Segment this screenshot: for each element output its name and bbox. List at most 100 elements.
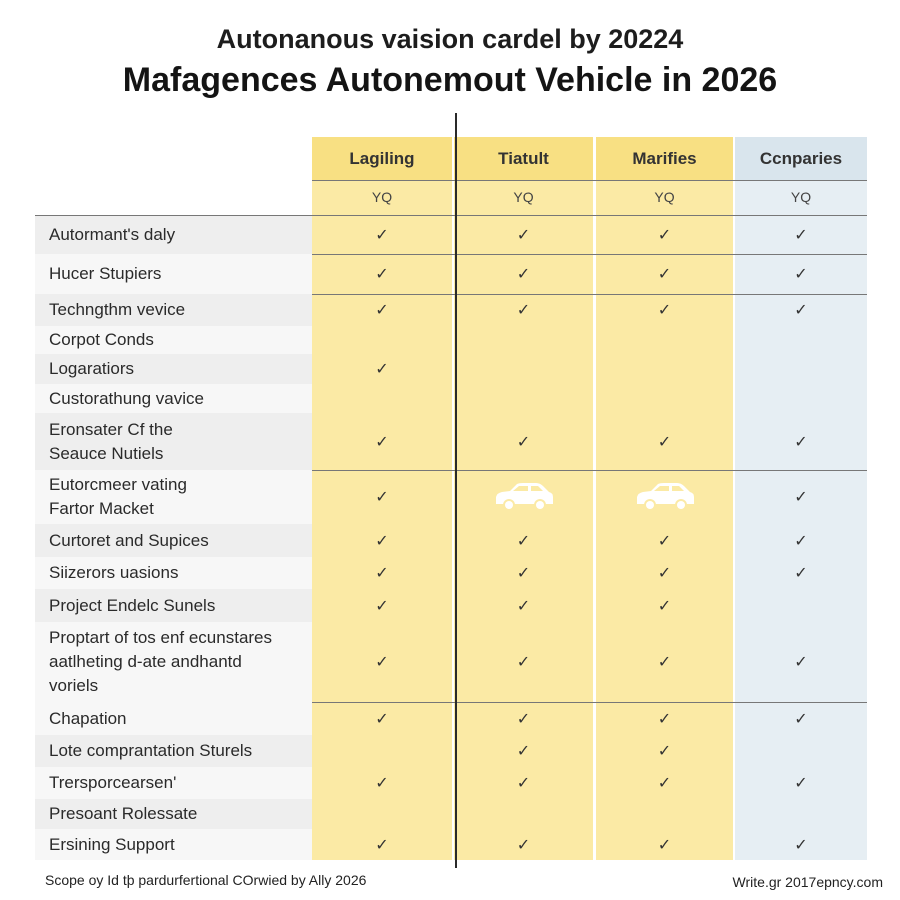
header-separator	[312, 180, 867, 181]
table-row: Lote comprantation Sturels ✓ ✓	[35, 735, 867, 767]
row-label: Trersporcearsen'	[35, 767, 312, 799]
check-icon: ✓	[375, 532, 389, 550]
column-subheader-3: YQ	[654, 189, 675, 205]
header-band-1	[312, 137, 452, 180]
table-cell	[735, 354, 867, 384]
row-label: Logaratiors	[35, 354, 312, 384]
row-label-line: Eutorcmeer vating	[49, 475, 187, 494]
row-label-line: Curtoret and Supices	[49, 530, 209, 550]
row-label-line: Fartor Macket	[49, 499, 154, 518]
table-cell: ✓	[454, 767, 593, 799]
table-cell: ✓	[735, 216, 867, 254]
table-cell: ✓	[735, 524, 867, 557]
check-icon: ✓	[657, 836, 672, 854]
table-row: Hucer Stupiers ✓ ✓ ✓ ✓	[35, 254, 867, 294]
header-band-2	[454, 137, 593, 180]
table-cell: ✓	[312, 557, 452, 589]
table-cell: ✓	[735, 254, 867, 294]
table-cell	[454, 326, 593, 354]
table-row: Corpot Conds	[35, 326, 867, 354]
row-label: Presoant Rolessate	[35, 799, 312, 829]
row-label-line: Project Endelc Sunels	[49, 595, 216, 615]
check-icon: ✓	[657, 266, 672, 283]
table-row: Eronsater Cf the Seauce Nutiels ✓ ✓ ✓ ✓	[35, 413, 867, 470]
row-label-line: Techngthm vevice	[49, 300, 186, 319]
row-label: Project Endelc Sunels	[35, 589, 312, 622]
table-cell: ✓	[312, 470, 452, 524]
table-cell: ✓	[735, 294, 867, 326]
footer-note: Scope oy Id tþ pardurfertional COrwied b…	[45, 872, 367, 888]
check-icon: ✓	[657, 710, 672, 728]
table-cell	[596, 326, 733, 354]
check-icon: ✓	[516, 743, 531, 760]
row-label-line: Logaratiors	[49, 359, 135, 378]
table-cell: ✓	[596, 216, 733, 254]
table-cell: ✓	[735, 622, 867, 702]
row-separator	[35, 470, 867, 471]
check-icon: ✓	[375, 654, 389, 671]
row-label-line: Chapation	[49, 708, 127, 728]
table-row: Autormant's daly ✓ ✓ ✓ ✓	[35, 216, 867, 254]
row-label-line: Eronsater Cf the	[49, 419, 173, 439]
table-cell: ✓	[454, 557, 593, 589]
table-cell: ✓	[596, 829, 733, 860]
table-cell	[312, 735, 452, 767]
row-label: Eutorcmeer vating Fartor Macket	[35, 470, 312, 524]
table-cell	[596, 470, 733, 524]
row-label: Techngthm vevice	[35, 294, 312, 326]
table-cell: ✓	[312, 829, 452, 860]
check-icon: ✓	[794, 565, 808, 582]
check-icon: ✓	[375, 775, 389, 792]
table-cell: ✓	[735, 829, 867, 860]
table-cell: ✓	[735, 557, 867, 589]
table-cell: ✓	[312, 216, 452, 254]
table-row: Project Endelc Sunels ✓ ✓ ✓	[35, 589, 867, 622]
check-icon: ✓	[657, 743, 672, 760]
row-label: Curtoret and Supices	[35, 524, 312, 557]
check-icon: ✓	[516, 302, 531, 319]
table-cell: ✓	[596, 254, 733, 294]
row-label-line: Custorathung vavice	[49, 388, 204, 408]
table-cell	[735, 735, 867, 767]
column-subheader-1: YQ	[371, 189, 393, 205]
table-row: Eutorcmeer vating Fartor Macket ✓ ✓	[35, 470, 867, 524]
table-cell: ✓	[454, 216, 593, 254]
table-cell: ✓	[596, 524, 733, 557]
check-icon: ✓	[375, 597, 389, 615]
check-icon: ✓	[657, 597, 672, 615]
row-label-line: Proptart of tos enf ecunstares	[49, 628, 273, 647]
check-icon: ✓	[375, 302, 389, 319]
table-row: Custorathung vavice	[35, 384, 867, 413]
row-label: Autormant's daly	[35, 216, 312, 254]
row-label: Lote comprantation Sturels	[35, 735, 312, 767]
table-cell	[596, 354, 733, 384]
row-separator	[35, 294, 867, 295]
table-cell	[735, 384, 867, 413]
row-label-line: Siizerors uasions	[49, 563, 179, 582]
check-icon: ✓	[657, 565, 672, 582]
row-label-line: Autormant's daly	[49, 225, 176, 244]
row-label-line: Presoant Rolessate	[49, 804, 198, 823]
row-label-line: Ersining Support	[49, 834, 175, 854]
column-header-3: Marifies	[632, 149, 697, 168]
table-row: Techngthm vevice ✓ ✓ ✓ ✓	[35, 294, 867, 326]
row-label: Custorathung vavice	[35, 384, 312, 413]
table-cell: ✓	[596, 622, 733, 702]
check-icon: ✓	[516, 710, 531, 728]
check-icon: ✓	[794, 266, 808, 283]
table-row: Ersining Support ✓ ✓ ✓ ✓	[35, 829, 867, 860]
table-cell: ✓	[735, 470, 867, 524]
table-cell: ✓	[596, 294, 733, 326]
check-icon: ✓	[375, 489, 389, 506]
check-icon: ✓	[794, 836, 808, 854]
table-cell	[596, 799, 733, 829]
column-subheader-2: YQ	[513, 189, 534, 205]
check-icon: ✓	[657, 433, 672, 451]
table-row: Logaratiors ✓	[35, 354, 867, 384]
car-icon	[495, 483, 553, 511]
table-cell: ✓	[596, 589, 733, 622]
check-icon: ✓	[516, 654, 531, 671]
table-cell: ✓	[735, 767, 867, 799]
table-cell: ✓	[454, 524, 593, 557]
table-cell	[735, 589, 867, 622]
